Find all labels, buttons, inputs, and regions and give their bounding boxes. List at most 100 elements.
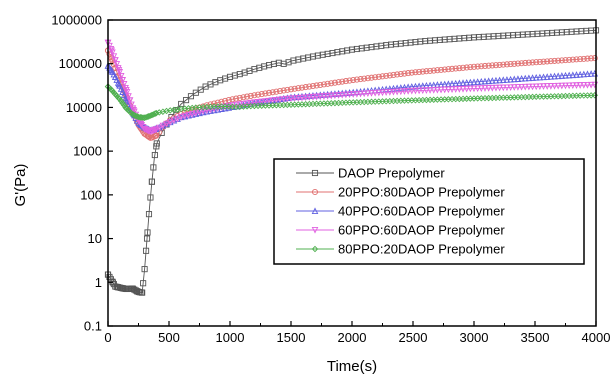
x-axis-title: Time(s)	[327, 358, 377, 375]
data-point	[346, 91, 353, 99]
data-point	[342, 78, 349, 85]
data-point	[459, 79, 467, 86]
data-point	[254, 99, 262, 106]
y-tick-label: 10000	[66, 100, 102, 115]
data-point	[470, 63, 478, 70]
data-point	[423, 81, 430, 89]
data-point	[324, 92, 331, 100]
data-point	[353, 76, 360, 83]
y-tick-label: 100000	[59, 56, 102, 71]
y-tick-label: 10	[88, 231, 102, 246]
data-point	[445, 66, 452, 73]
data-point	[233, 95, 240, 102]
data-point	[536, 73, 544, 81]
data-point	[197, 86, 204, 93]
data-point	[375, 89, 383, 97]
data-point	[565, 82, 573, 90]
data-point	[529, 83, 536, 91]
data-point	[576, 82, 584, 89]
data-point	[218, 105, 225, 112]
data-point	[306, 83, 313, 90]
data-point	[510, 84, 518, 91]
data-point	[485, 85, 492, 92]
data-point	[525, 83, 533, 91]
legend-entry: 40PPO:60DAOP Prepolymer	[296, 204, 505, 219]
data-point	[320, 93, 328, 100]
data-point	[503, 84, 511, 92]
data-point	[153, 132, 160, 139]
data-point	[492, 62, 500, 69]
data-point	[591, 55, 598, 62]
data-point	[416, 68, 423, 75]
data-point	[353, 90, 361, 98]
data-point	[166, 118, 174, 126]
data-point	[412, 82, 419, 90]
data-point	[470, 85, 478, 93]
data-point	[562, 57, 569, 64]
data-point	[188, 111, 196, 118]
data-point	[109, 49, 116, 57]
data-point	[331, 92, 339, 100]
data-point	[251, 99, 258, 107]
data-point	[448, 80, 456, 87]
data-point	[371, 89, 379, 97]
x-tick-label: 1000	[216, 330, 245, 345]
y-axis-title: G'(Pa)	[12, 164, 29, 207]
data-point	[558, 57, 565, 64]
x-tick-label: 3500	[521, 330, 550, 345]
data-point	[379, 73, 386, 80]
data-point	[331, 79, 338, 86]
data-point	[357, 76, 364, 83]
data-point	[393, 88, 401, 96]
data-point	[229, 96, 236, 103]
data-point	[577, 56, 584, 63]
data-point	[441, 86, 449, 94]
data-point	[544, 58, 551, 65]
data-point	[521, 74, 529, 82]
series-4	[104, 39, 599, 136]
data-point	[210, 106, 218, 114]
data-point	[510, 75, 518, 83]
data-point	[187, 93, 195, 100]
data-point	[412, 69, 419, 76]
data-point	[128, 101, 135, 109]
data-point	[496, 61, 503, 68]
data-point	[554, 72, 562, 80]
data-point	[573, 71, 580, 78]
data-point	[426, 87, 434, 94]
data-point	[401, 83, 408, 91]
data-point	[452, 65, 459, 72]
data-point	[587, 81, 595, 89]
data-point	[147, 112, 154, 119]
legend: DAOP Prepolymer 20PPO:80DAOP Prepolymer 40…	[273, 158, 585, 265]
data-point	[518, 83, 525, 91]
data-point	[276, 88, 284, 95]
data-point	[533, 59, 540, 66]
data-point	[349, 91, 357, 98]
data-point	[390, 71, 397, 78]
data-point	[386, 72, 393, 79]
data-point	[361, 75, 368, 82]
data-point	[547, 83, 555, 90]
data-point	[536, 83, 544, 91]
data-point	[295, 85, 302, 92]
data-point	[247, 92, 254, 99]
data-point	[119, 77, 126, 84]
data-point	[511, 60, 518, 67]
data-point	[459, 64, 467, 71]
data-point	[467, 64, 474, 71]
data-point	[401, 88, 408, 95]
data-point	[291, 85, 298, 92]
data-point	[258, 98, 266, 106]
data-point	[145, 112, 153, 120]
data-point	[311, 169, 319, 177]
data-point	[181, 113, 189, 120]
data-point	[569, 56, 576, 63]
data-point	[394, 71, 401, 78]
data-point	[536, 58, 543, 65]
data-point	[551, 82, 558, 90]
data-point	[265, 97, 273, 105]
data-point	[518, 75, 525, 82]
x-tick-label: 2000	[338, 330, 367, 345]
